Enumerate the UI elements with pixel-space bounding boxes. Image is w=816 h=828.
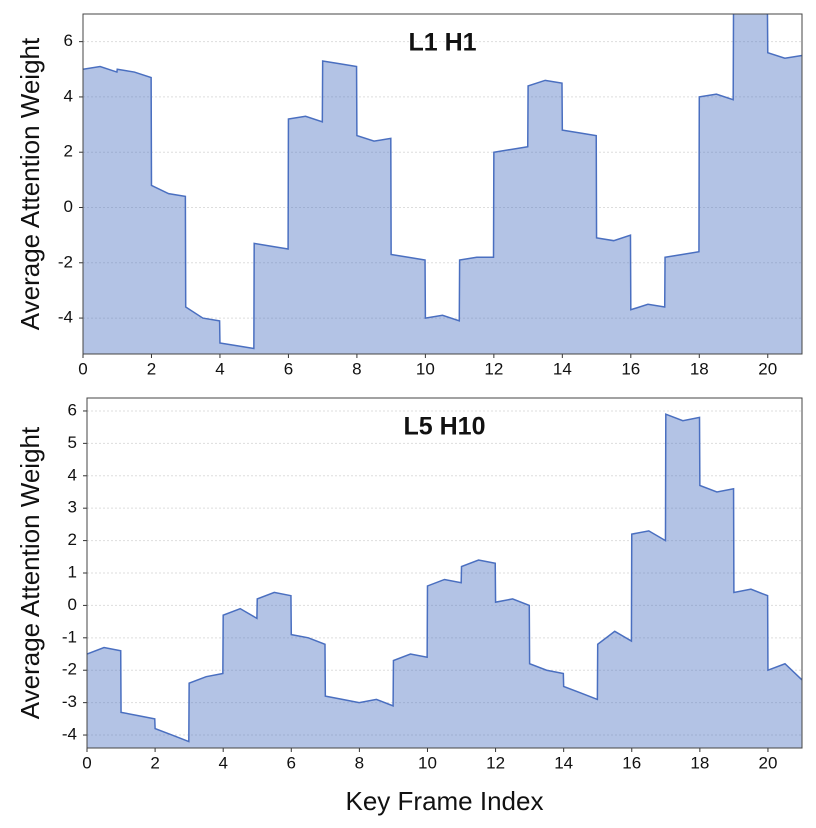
y-tick-label: 0 (64, 197, 73, 216)
line (83, 14, 802, 350)
x-tick-label: 2 (150, 753, 159, 772)
x-tick-label: 14 (553, 359, 572, 378)
chart-title: L5 H10 (404, 413, 486, 441)
x-tick-label: 14 (554, 753, 573, 772)
area (83, 14, 802, 354)
x-tick-label: 12 (484, 359, 503, 378)
y-axis-label: Average Attention Weight (15, 37, 45, 330)
x-tick-label: 20 (758, 753, 777, 772)
x-tick-label: 16 (622, 753, 641, 772)
plot-frame (86, 397, 803, 749)
y-tick-label: 6 (64, 31, 73, 50)
y-tick-label: 6 (68, 400, 77, 419)
y-axis-label: Average Attention Weight (15, 426, 45, 719)
y-tick-label: 1 (68, 562, 77, 581)
x-tick-label: 12 (486, 753, 505, 772)
y-tick-label: 0 (68, 595, 77, 614)
y-tick-label: 2 (64, 142, 73, 161)
area (87, 414, 802, 748)
x-tick-label: 6 (287, 753, 296, 772)
x-tick-label: 0 (82, 753, 91, 772)
y-tick-label: -2 (62, 660, 77, 679)
y-tick-label: -2 (58, 252, 73, 271)
x-tick-label: 4 (218, 753, 227, 772)
y-tick-label: 2 (68, 530, 77, 549)
plot (83, 14, 802, 354)
x-tick-label: 8 (352, 359, 361, 378)
y-tick-label: -3 (62, 692, 77, 711)
x-tick-label: 6 (284, 359, 293, 378)
x-tick-label: 20 (758, 359, 777, 378)
x-tick-label: 4 (215, 359, 224, 378)
x-tick-label: 18 (690, 753, 709, 772)
y-tick-label: 4 (64, 86, 73, 105)
chart-title: L1 H1 (408, 29, 476, 57)
y-tick-label: 4 (68, 465, 77, 484)
x-tick-label: 10 (418, 753, 437, 772)
plot (87, 413, 802, 748)
y-tick-label: -1 (62, 627, 77, 646)
y-tick-label: -4 (58, 308, 73, 327)
x-tick-label: 18 (690, 359, 709, 378)
y-tick-label: 3 (68, 498, 77, 517)
x-tick-label: 16 (621, 359, 640, 378)
x-tick-label: 2 (147, 359, 156, 378)
x-axis-label: Key Frame Index (346, 786, 544, 816)
line (87, 413, 802, 743)
x-tick-label: 8 (355, 753, 364, 772)
plot-frame (82, 13, 803, 355)
x-tick-label: 10 (416, 359, 435, 378)
y-tick-label: 5 (68, 433, 77, 452)
x-tick-label: 0 (78, 359, 87, 378)
y-tick-label: -4 (62, 725, 77, 744)
